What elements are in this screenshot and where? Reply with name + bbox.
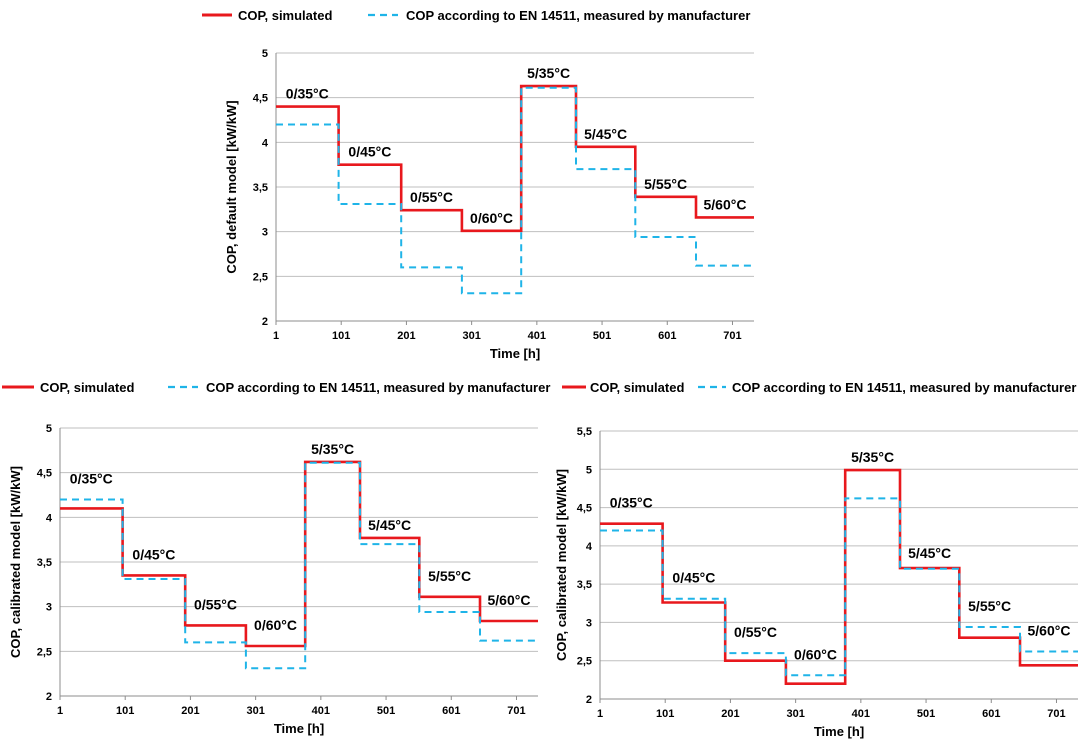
y-tick-label: 5 xyxy=(46,423,52,435)
segment-label: 0/55°C xyxy=(194,596,237,612)
legend-measured-label: COP according to EN 14511, measured by m… xyxy=(732,380,1076,395)
segment-label: 5/45°C xyxy=(908,545,951,561)
series-measured-line xyxy=(276,86,754,295)
x-tick-label: 1 xyxy=(597,708,603,720)
segment-label: 5/60°C xyxy=(1027,623,1070,639)
segment-label: 0/55°C xyxy=(410,189,453,205)
y-tick-label: 3,5 xyxy=(37,557,52,569)
y-tick-label: 4,5 xyxy=(37,468,52,480)
x-tick-label: 201 xyxy=(181,705,199,717)
x-tick-label: 701 xyxy=(1047,708,1065,720)
series-measured-line xyxy=(60,461,538,670)
segment-label: 5/55°C xyxy=(428,568,471,584)
segment-label: 0/55°C xyxy=(734,624,777,640)
segment-label: 5/35°C xyxy=(527,65,570,81)
series-measured-line xyxy=(600,497,1078,677)
y-tick-label: 2,5 xyxy=(577,656,592,668)
segment-label: 5/35°C xyxy=(311,441,354,457)
segment-label: 5/55°C xyxy=(968,598,1011,614)
x-tick-label: 701 xyxy=(723,330,741,342)
series-simulated-line xyxy=(600,468,1078,685)
y-tick-label: 3,5 xyxy=(577,579,592,591)
y-tick-label: 2 xyxy=(46,691,52,703)
x-tick-label: 701 xyxy=(507,705,525,717)
y-tick-label: 4 xyxy=(46,512,53,524)
y-tick-label: 3 xyxy=(262,227,268,239)
plots: 2 2,5 3 3,5 4 4,5 5 1 101 201 301 401 501 601 701 Time … xyxy=(8,48,1078,739)
segment-label: 0/60°C xyxy=(470,210,513,226)
y-axis-title: COP, default model [kW/kW] xyxy=(224,100,239,273)
legend-bottom-left: COP, simulated COP according to EN 14511… xyxy=(2,380,550,395)
x-tick-label: 401 xyxy=(852,708,870,720)
chart-2: 2 2,5 3 3,5 4 4,5 5 1 101 201 301 401 501 601 701 Time … xyxy=(8,423,538,736)
x-tick-label: 301 xyxy=(786,708,804,720)
series-simulated-line xyxy=(276,84,754,233)
segment-label: 0/45°C xyxy=(348,144,391,160)
y-tick-label: 5 xyxy=(262,48,268,60)
legend-bottom-right: COP, simulated COP according to EN 14511… xyxy=(562,380,1076,395)
x-tick-label: 601 xyxy=(442,705,460,717)
segment-label: 5/35°C xyxy=(851,449,894,465)
x-tick-label: 201 xyxy=(397,330,415,342)
segment-label: 5/45°C xyxy=(584,126,627,142)
segment-label: 0/60°C xyxy=(794,646,837,662)
x-tick-label: 1 xyxy=(57,705,63,717)
x-axis-title: Time [h] xyxy=(274,721,324,736)
x-tick-label: 601 xyxy=(658,330,676,342)
y-tick-label: 5,5 xyxy=(577,426,592,438)
y-tick-label: 3 xyxy=(586,617,592,629)
x-tick-label: 501 xyxy=(593,330,611,342)
x-tick-label: 301 xyxy=(246,705,264,717)
segment-label: 5/55°C xyxy=(644,176,687,192)
y-tick-label: 2 xyxy=(586,694,592,706)
y-tick-label: 2 xyxy=(262,316,268,328)
y-tick-label: 3 xyxy=(46,602,52,614)
legend-simulated-label: COP, simulated xyxy=(40,380,134,395)
y-tick-label: 4 xyxy=(262,137,269,149)
segment-label: 5/60°C xyxy=(487,592,530,608)
segment-label: 0/35°C xyxy=(286,86,329,102)
y-tick-label: 5 xyxy=(586,464,592,476)
y-tick-label: 4 xyxy=(586,541,593,553)
legend-simulated-label: COP, simulated xyxy=(590,380,684,395)
segment-label: 0/60°C xyxy=(254,617,297,633)
segment-label: 0/35°C xyxy=(70,470,113,486)
x-axis-title: Time [h] xyxy=(814,724,864,739)
x-tick-label: 301 xyxy=(462,330,480,342)
y-axis-title: COP, calibrated model [kW/kW] xyxy=(8,466,23,658)
x-axis-title: Time [h] xyxy=(490,346,540,361)
x-tick-label: 201 xyxy=(721,708,739,720)
chart-3: 2 2,5 3 3,5 4 4,5 5 5,5 1 101 201 301 401 501 601 701 Ti… xyxy=(554,426,1078,739)
segment-label: 5/45°C xyxy=(368,517,411,533)
chart-1: 2 2,5 3 3,5 4 4,5 5 1 101 201 301 401 501 601 701 Time … xyxy=(224,48,754,361)
legend-top: COP, simulated COP according to EN 14511… xyxy=(202,8,750,23)
segment-label: 0/45°C xyxy=(672,570,715,586)
legend-measured-label: COP according to EN 14511, measured by m… xyxy=(406,8,750,23)
x-tick-label: 601 xyxy=(982,708,1000,720)
x-tick-label: 501 xyxy=(917,708,935,720)
x-tick-label: 501 xyxy=(377,705,395,717)
x-tick-label: 101 xyxy=(116,705,134,717)
legend-simulated-label: COP, simulated xyxy=(238,8,332,23)
segment-label: 5/60°C xyxy=(703,196,746,212)
y-tick-label: 4,5 xyxy=(253,93,268,105)
y-tick-label: 2,5 xyxy=(37,646,52,658)
y-axis-title: COP, calibrated model [kW/kW] xyxy=(554,469,569,661)
y-tick-label: 2,5 xyxy=(253,271,268,283)
legend-measured-label: COP according to EN 14511, measured by m… xyxy=(206,380,550,395)
y-tick-label: 4,5 xyxy=(577,503,592,515)
segment-label: 0/45°C xyxy=(132,546,175,562)
x-tick-label: 1 xyxy=(273,330,279,342)
x-tick-label: 401 xyxy=(528,330,546,342)
x-tick-label: 101 xyxy=(332,330,350,342)
y-tick-label: 3,5 xyxy=(253,182,268,194)
x-tick-label: 101 xyxy=(656,708,674,720)
segment-label: 0/35°C xyxy=(610,495,653,511)
x-tick-label: 401 xyxy=(312,705,330,717)
